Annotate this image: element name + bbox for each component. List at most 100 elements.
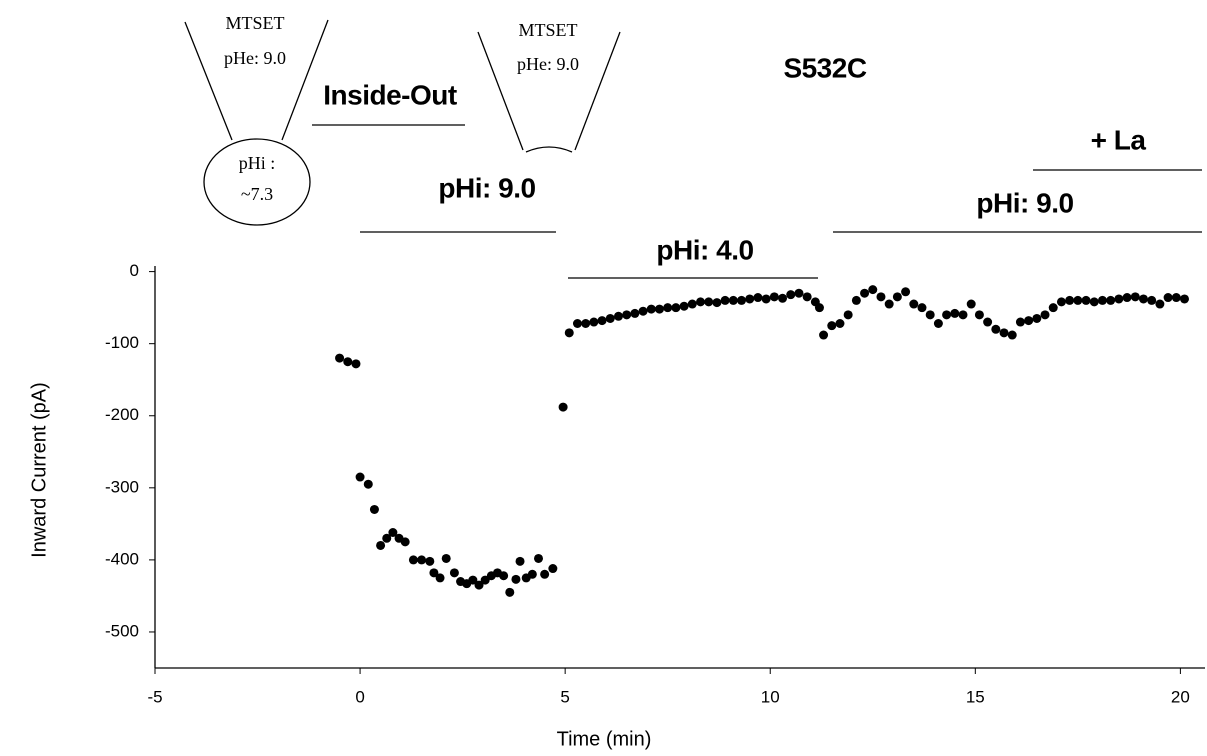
data-point bbox=[1163, 293, 1173, 303]
data-point bbox=[499, 571, 509, 581]
data-point bbox=[1171, 293, 1181, 303]
data-point bbox=[1065, 295, 1075, 305]
data-point bbox=[581, 318, 591, 328]
data-point bbox=[435, 573, 445, 583]
data-point bbox=[884, 299, 894, 309]
pipette-wall bbox=[477, 31, 524, 151]
data-point bbox=[753, 293, 763, 303]
data-point bbox=[1048, 303, 1058, 313]
data-point bbox=[1114, 294, 1124, 304]
data-point bbox=[1155, 299, 1165, 309]
data-point bbox=[429, 568, 439, 578]
y-tick-label: -300 bbox=[105, 477, 139, 496]
pipette-wall bbox=[574, 31, 621, 151]
data-point bbox=[966, 299, 976, 309]
data-point bbox=[468, 575, 478, 585]
data-point bbox=[369, 504, 379, 514]
data-point bbox=[851, 295, 861, 305]
data-point bbox=[942, 310, 952, 320]
data-point bbox=[613, 311, 623, 321]
data-point bbox=[1179, 294, 1189, 304]
data-point bbox=[761, 294, 771, 304]
data-point bbox=[511, 574, 521, 584]
x-tick-label: 20 bbox=[1171, 687, 1190, 706]
data-point bbox=[558, 402, 568, 412]
annotation: pHi : bbox=[239, 153, 276, 173]
data-point bbox=[1130, 292, 1140, 302]
data-point bbox=[827, 321, 837, 331]
data-point bbox=[794, 288, 804, 298]
data-point bbox=[745, 294, 755, 304]
data-point bbox=[548, 564, 558, 574]
annotation: ~7.3 bbox=[241, 184, 273, 204]
y-tick-label: -400 bbox=[105, 549, 139, 568]
data-point bbox=[1089, 297, 1099, 307]
data-point bbox=[909, 299, 919, 309]
data-point bbox=[449, 568, 459, 578]
chart-title: S532C bbox=[783, 52, 866, 83]
data-point bbox=[835, 318, 845, 328]
data-point bbox=[540, 569, 550, 579]
annotation: Inside-Out bbox=[323, 79, 457, 110]
data-point bbox=[572, 318, 582, 328]
data-point bbox=[1147, 295, 1157, 305]
pipette-wall bbox=[281, 19, 329, 141]
data-point bbox=[802, 292, 812, 302]
data-point bbox=[597, 316, 607, 326]
data-point bbox=[843, 310, 853, 320]
data-point bbox=[376, 540, 386, 550]
data-point bbox=[382, 533, 392, 543]
data-point bbox=[1032, 313, 1042, 323]
data-point bbox=[769, 292, 779, 302]
y-tick-label: -100 bbox=[105, 333, 139, 352]
data-point bbox=[533, 553, 543, 563]
data-point bbox=[1073, 295, 1083, 305]
data-point bbox=[933, 318, 943, 328]
data-point bbox=[679, 301, 689, 311]
data-point bbox=[515, 556, 525, 566]
data-point bbox=[696, 297, 706, 307]
annotation: MTSET bbox=[518, 20, 577, 40]
annotation: pHi: 9.0 bbox=[976, 187, 1073, 218]
data-point bbox=[999, 328, 1009, 338]
data-point bbox=[720, 295, 730, 305]
data-point bbox=[638, 306, 648, 316]
data-point bbox=[1015, 317, 1025, 327]
y-axis-label: Inward Current (pA) bbox=[28, 382, 50, 558]
data-point bbox=[819, 330, 829, 340]
x-tick-label: 15 bbox=[966, 687, 985, 706]
data-point bbox=[687, 299, 697, 309]
data-point bbox=[1024, 316, 1034, 326]
data-point bbox=[950, 308, 960, 318]
data-point bbox=[663, 303, 673, 313]
data-point bbox=[605, 313, 615, 323]
annotation: pHe: 9.0 bbox=[517, 54, 579, 74]
data-point bbox=[704, 297, 714, 307]
data-point bbox=[814, 303, 824, 313]
data-point bbox=[1056, 297, 1066, 307]
pipette-wall bbox=[184, 21, 233, 141]
data-point bbox=[363, 479, 373, 489]
annotation: + La bbox=[1091, 124, 1147, 155]
data-point bbox=[917, 303, 927, 313]
x-axis-label: Time (min) bbox=[557, 728, 652, 750]
data-point bbox=[1097, 295, 1107, 305]
data-point bbox=[974, 310, 984, 320]
data-point bbox=[901, 287, 911, 297]
data-point bbox=[860, 288, 870, 298]
data-point bbox=[408, 555, 418, 565]
patch bbox=[525, 146, 573, 153]
data-point bbox=[786, 290, 796, 300]
data-point bbox=[564, 328, 574, 338]
data-point bbox=[589, 317, 599, 327]
data-point bbox=[343, 357, 353, 367]
data-point bbox=[958, 310, 968, 320]
x-tick-label: 10 bbox=[761, 687, 780, 706]
annotation: pHi: 4.0 bbox=[656, 234, 753, 265]
data-point bbox=[1081, 295, 1091, 305]
x-tick-label: -5 bbox=[147, 687, 162, 706]
x-tick-label: 0 bbox=[355, 687, 364, 706]
data-point bbox=[1122, 293, 1132, 303]
data-point bbox=[417, 555, 427, 565]
data-point bbox=[474, 580, 484, 590]
